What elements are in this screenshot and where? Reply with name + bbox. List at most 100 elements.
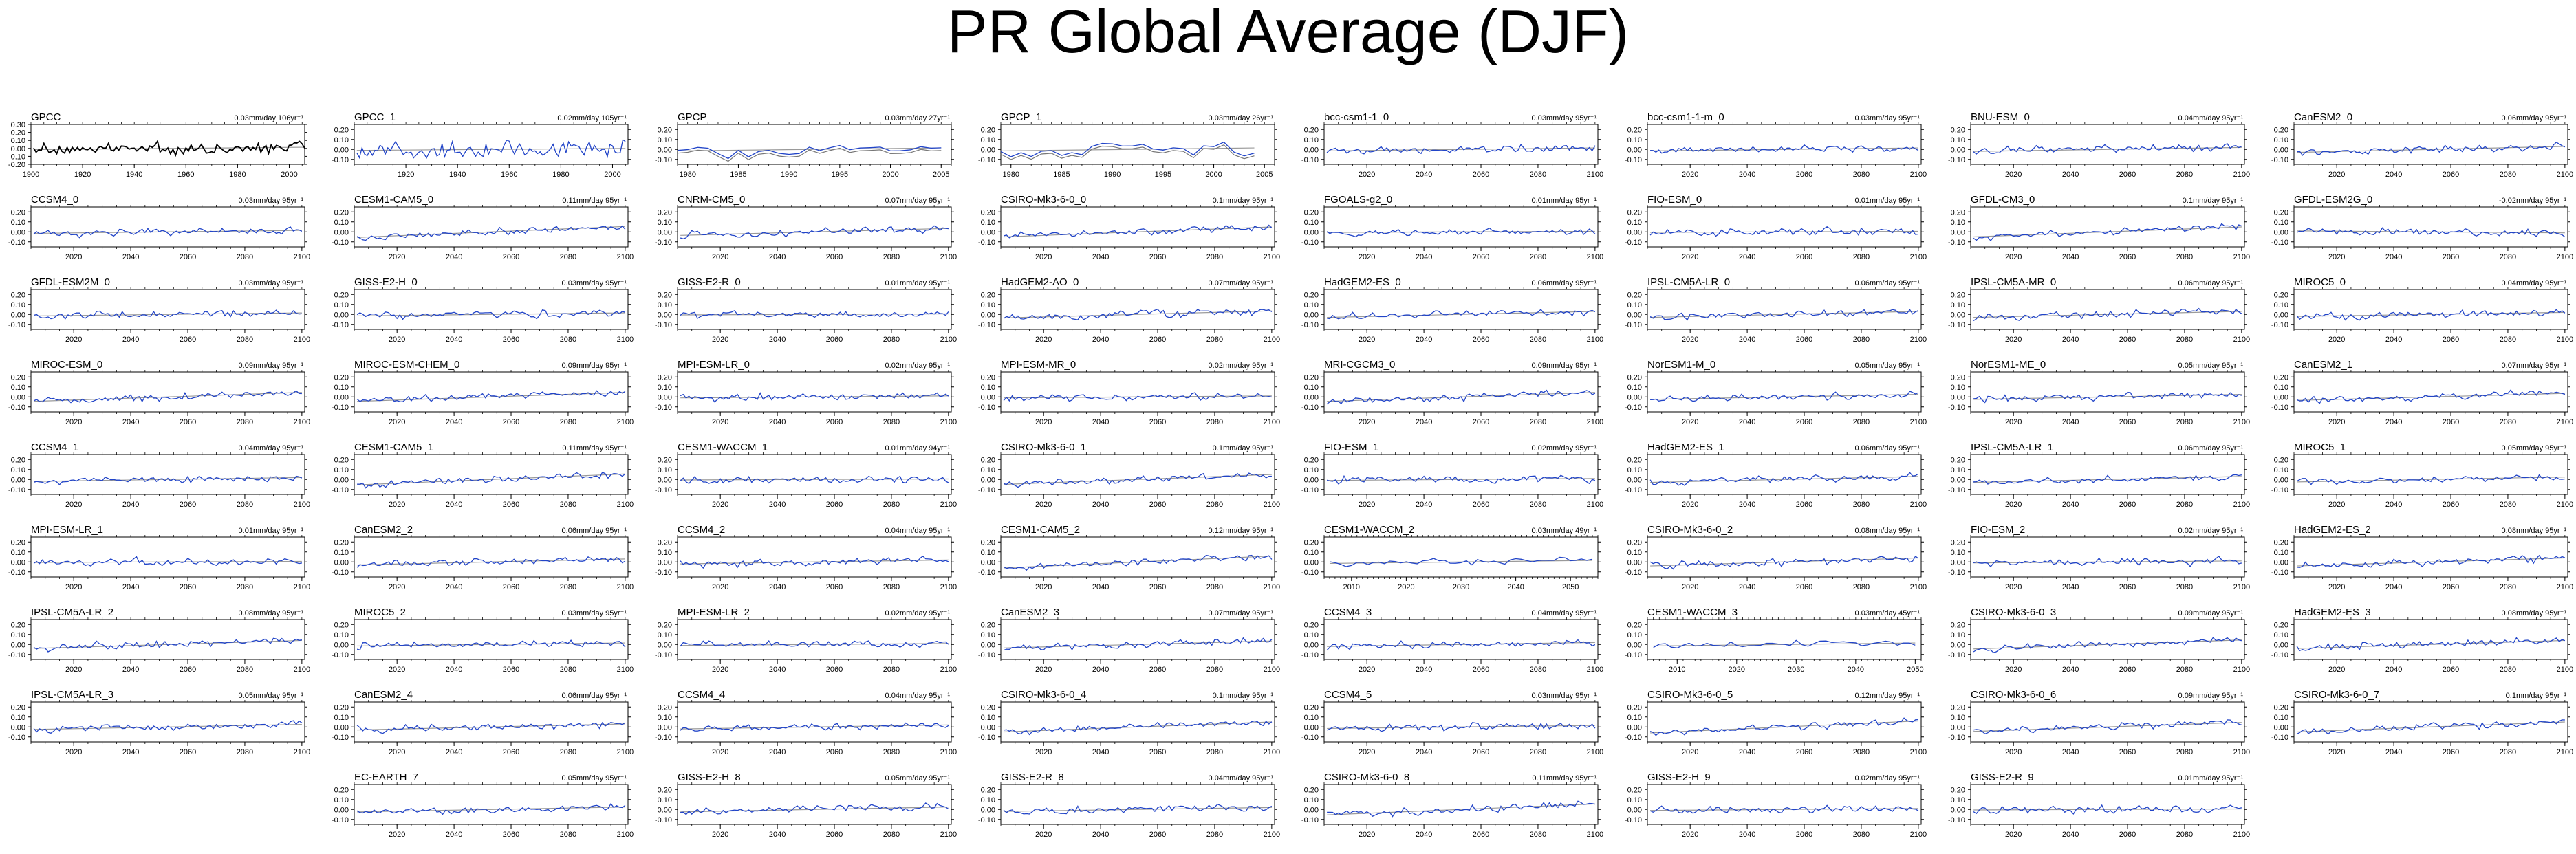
plot-frame	[2293, 454, 2568, 495]
page-title: PR Global Average (DJF)	[946, 0, 1630, 65]
y-tick-label: 0.00	[1951, 806, 1965, 814]
trend-line	[1650, 311, 1918, 318]
x-tick-label: 2060	[2119, 501, 2136, 509]
series-line	[1973, 223, 2242, 242]
x-tick-label: 2020	[2328, 748, 2345, 756]
x-tick-label: 2080	[1853, 748, 1870, 756]
y-tick-label: -0.10	[8, 239, 25, 247]
panel-title: GFDL-ESM2G_0	[2294, 194, 2372, 206]
x-tick-label: 2100	[1587, 171, 1603, 179]
x-tick-label: 2080	[2500, 748, 2516, 756]
x-tick-label: 2060	[2443, 253, 2459, 261]
x-tick-label: 2080	[237, 253, 253, 261]
chart-panel: HadGEM2-ES_3 0.08mm/day 95yr⁻¹ 0.20 0.10 0.0…	[2271, 606, 2573, 674]
x-tick-label: 2020	[2005, 666, 2022, 674]
panel-title: FIO-ESM_1	[1324, 441, 1378, 453]
series-line	[1973, 307, 2242, 322]
x-tick-label: 2080	[883, 831, 900, 839]
trend-line	[1004, 310, 1272, 318]
chart-panel: GISS-E2-H_0 0.03mm/day 95yr⁻¹ 0.20 0.10 0.00…	[332, 276, 634, 344]
y-tick-label: 0.20	[334, 703, 349, 712]
y-tick-label: 0.10	[658, 796, 672, 804]
panel-title: IPSL-CM5A-LR_3	[31, 689, 113, 701]
x-tick-label: 2060	[2443, 583, 2459, 591]
plot-frame	[354, 206, 629, 248]
x-tick-label: 2060	[1796, 418, 1812, 426]
chart-panel: CanESM2_1 0.07mm/day 95yr⁻¹ 0.20 0.100.00 -0…	[2271, 359, 2573, 426]
x-tick-label: 2020	[2328, 666, 2345, 674]
trend-label: 0.09mm/day 95yr⁻¹	[239, 362, 304, 370]
x-tick-label: 2020	[1035, 336, 1052, 344]
y-tick-label: 0.20	[981, 538, 995, 547]
y-tick-label: 0.20	[1304, 621, 1319, 629]
y-tick-label: 0.20	[1951, 456, 1965, 464]
panel-title: GFDL-CM3_0	[1971, 194, 2035, 206]
x-tick-label: 2080	[237, 748, 253, 756]
series-line	[33, 390, 302, 404]
panel-title: HadGEM2-ES_2	[2294, 524, 2371, 536]
y-tick-label: -0.10	[332, 651, 349, 659]
y-tick-label: 0.20	[2274, 703, 2288, 712]
chart-panel: CanESM2_0 0.06mm/day 95yr⁻¹ 0.20 0.10 0.00 -0…	[2271, 111, 2573, 179]
y-tick-label: 0.10	[1951, 136, 1965, 144]
y-tick-label: 0.20	[2274, 621, 2288, 629]
x-tick-label: 2060	[2119, 418, 2136, 426]
plot-frame	[354, 289, 629, 330]
trend-label: 0.06mm/day 95yr⁻¹	[2178, 444, 2244, 452]
series-line	[1973, 719, 2242, 735]
trend-line	[1650, 808, 1918, 811]
x-tick-label: 2040	[2385, 748, 2402, 756]
trend-label: 0.1mm/day 95yr⁻¹	[2506, 692, 2567, 700]
x-tick-label: 2100	[1910, 418, 1927, 426]
x-tick-label: 2020	[1035, 583, 1052, 591]
trend-label: 0.04mm/day 95yr⁻¹	[2178, 114, 2244, 122]
y-tick-label: 0.10	[334, 549, 349, 557]
chart-panel: MRI-CGCM3_0 0.09mm/day 95yr⁻¹ 0.20 0.100.00…	[1301, 359, 1603, 426]
x-tick-label: 2040	[1416, 336, 1432, 344]
x-tick-label: 2100	[2557, 501, 2573, 509]
series-line	[680, 802, 949, 815]
x-tick-label: 2030	[1788, 666, 1804, 674]
y-tick-label: -0.10	[655, 734, 672, 742]
x-tick-label: 2020	[712, 748, 728, 756]
trend-label: 0.01mm/day 95yr⁻¹	[2178, 774, 2244, 782]
trend-label: 0.01mm/day 95yr⁻¹	[885, 279, 951, 287]
y-tick-label: 0.20	[1951, 538, 1965, 547]
x-tick-label: 1940	[449, 171, 466, 179]
panel-title: CCSM4_3	[1324, 606, 1372, 618]
plot-frame	[1970, 371, 2245, 413]
x-tick-label: 2100	[2233, 418, 2250, 426]
y-tick-label: -0.10	[1625, 569, 1642, 577]
x-tick-label: 2060	[503, 831, 519, 839]
trend-label: 0.06mm/day 95yr⁻¹	[562, 527, 627, 535]
x-tick-label: 2080	[883, 253, 900, 261]
x-tick-label: 2040	[1416, 666, 1432, 674]
series-line	[1326, 474, 1596, 485]
trend-line	[680, 313, 949, 316]
x-tick-label: 2100	[2233, 253, 2250, 261]
y-tick-label: 0.10	[1304, 714, 1319, 722]
series-line	[1973, 637, 2242, 653]
y-tick-label: -0.10	[2271, 734, 2288, 742]
series-line	[2296, 142, 2566, 156]
chart-panel: CSIRO-Mk3-6-0_2 0.08mm/day 95yr⁻¹ 0.20 0.10…	[1625, 524, 1927, 591]
y-tick-label: 0.20	[334, 456, 349, 464]
x-tick-label: 2040	[446, 501, 462, 509]
series-line	[356, 721, 626, 734]
x-tick-label: 2100	[2233, 336, 2250, 344]
x-tick-label: 2060	[180, 748, 196, 756]
chart-panel: GPCP_1 0.03mm/day 26yr⁻¹ 0.20 0.10 0.00 -0.10…	[978, 111, 1277, 179]
x-tick-label: 2020	[65, 666, 82, 674]
plot-frame	[1323, 619, 1599, 660]
y-tick-label: -0.10	[978, 486, 995, 494]
x-tick-label: 2020	[1682, 253, 1698, 261]
x-tick-label: 2040	[2062, 748, 2079, 756]
x-tick-label: 2060	[2119, 748, 2136, 756]
plot-frame	[1647, 701, 1922, 743]
plot-frame	[2293, 536, 2568, 578]
x-tick-label: 2100	[2233, 171, 2250, 179]
trend-line	[34, 639, 302, 649]
x-tick-label: 2040	[1092, 336, 1109, 344]
x-tick-label: 2060	[1149, 501, 1166, 509]
series-line	[356, 309, 626, 320]
